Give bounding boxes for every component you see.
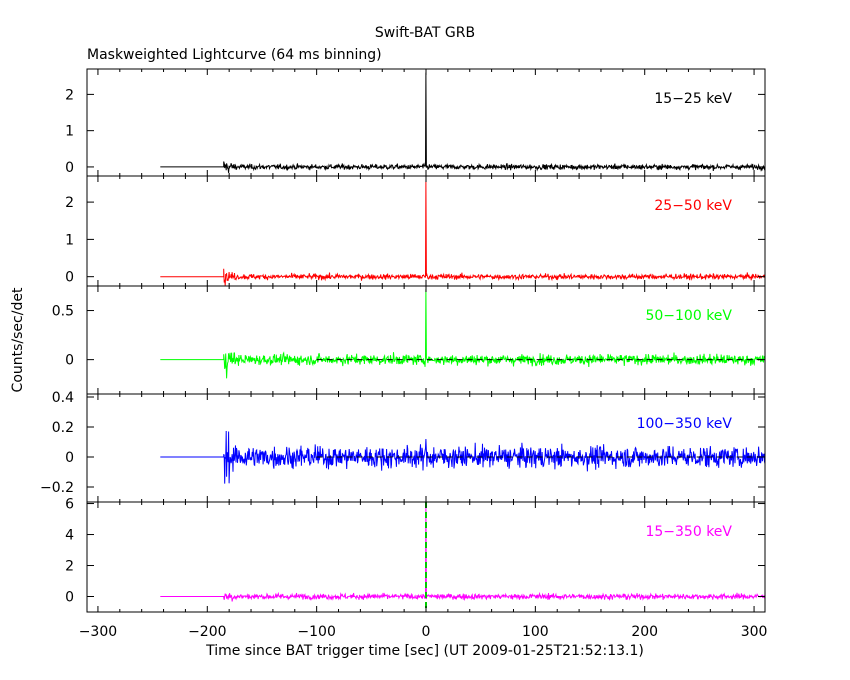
- x-tick-label: −300: [79, 624, 117, 640]
- y-tick-label: 2: [65, 87, 74, 103]
- x-tick-label: −100: [297, 624, 335, 640]
- y-tick-label: 4: [65, 528, 74, 544]
- panels-group: 0 1 2 15−25 keV 0 1 2 25−50 keV 0 0.5 50−100 keV −0…: [40, 68, 768, 640]
- y-tick-label: 0: [65, 450, 74, 466]
- x-tick-label: 100: [522, 624, 549, 640]
- series-label-4: 15−350 keV: [645, 524, 732, 540]
- series-line-0: [160, 72, 766, 173]
- series-line-4: [160, 505, 766, 602]
- y-tick-label: 0.5: [52, 304, 74, 320]
- series-label-3: 100−350 keV: [637, 416, 733, 432]
- y-tick-label: 2: [65, 559, 74, 575]
- x-tick-label: −200: [188, 624, 226, 640]
- chart-subtitle: Maskweighted Lightcurve (64 ms binning): [87, 47, 382, 63]
- y-tick-label: 6: [65, 497, 74, 513]
- y-tick-label: 1: [65, 124, 74, 140]
- panel-0: 0 1 2 15−25 keV: [65, 68, 766, 177]
- series-label-0: 15−25 keV: [654, 91, 732, 107]
- x-tick-label: 200: [631, 624, 658, 640]
- series-line-2: [160, 288, 766, 379]
- y-tick-label: −0.2: [40, 480, 74, 496]
- y-tick-label: 0: [65, 160, 74, 176]
- x-axis-label: Time since BAT trigger time [sec] (UT 20…: [205, 643, 644, 659]
- panel-1: 0 1 2 25−50 keV: [65, 175, 766, 287]
- chart-title: Swift-BAT GRB: [375, 25, 475, 41]
- y-tick-label: 0: [65, 353, 74, 369]
- y-tick-label: 0: [65, 590, 74, 606]
- panel-3: −0.2 0 0.2 0.4 100−350 keV: [40, 390, 766, 503]
- series-line-3: [160, 430, 766, 484]
- series-label-2: 50−100 keV: [645, 308, 732, 324]
- y-tick-label: 0.2: [52, 420, 74, 436]
- x-tick-label: 300: [741, 624, 768, 640]
- y-tick-label: 0.4: [52, 390, 74, 406]
- series-label-1: 25−50 keV: [654, 198, 732, 214]
- y-tick-label: 0: [65, 270, 74, 286]
- x-tick-label: 0: [422, 624, 431, 640]
- y-tick-label: 1: [65, 232, 74, 248]
- panel-4: 0 2 4 6 15−350 keV: [65, 497, 766, 613]
- panel-2: 0 0.5 50−100 keV: [52, 285, 766, 395]
- y-axis-label: Counts/sec/det: [10, 287, 26, 392]
- y-tick-label: 2: [65, 195, 74, 211]
- series-line-1: [160, 181, 766, 286]
